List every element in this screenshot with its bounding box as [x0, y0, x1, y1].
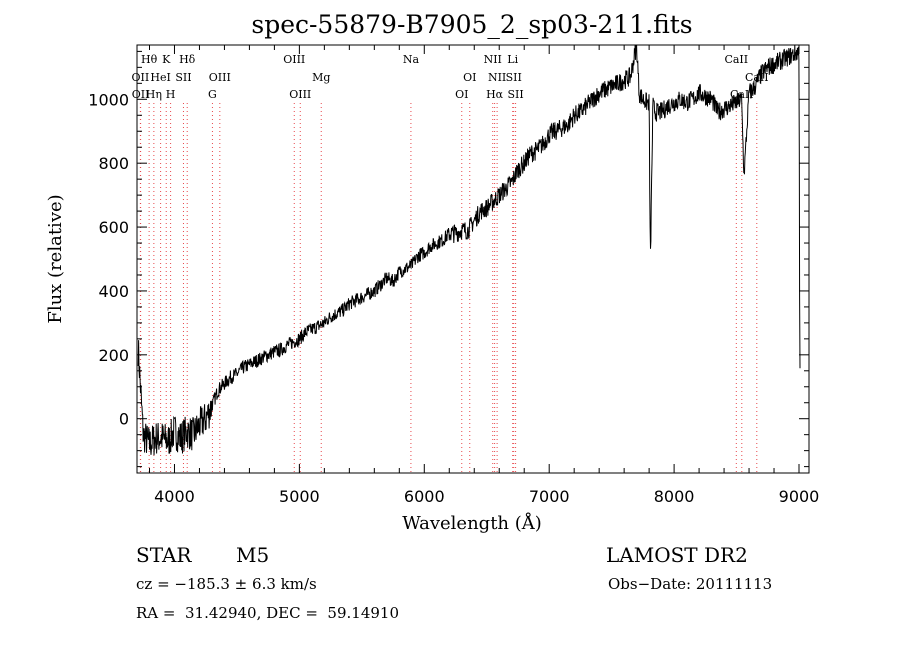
line-marker-label: OIII [283, 53, 305, 66]
object-type: STAR [136, 543, 192, 567]
line-marker-label: SII [507, 88, 523, 101]
redshift-velocity: cz = −185.3 ± 6.3 km/s [136, 575, 317, 593]
spectral-subclass: M5 [236, 543, 270, 567]
line-marker-label: Mg [312, 71, 330, 84]
y-tick-label: 600 [98, 218, 129, 237]
line-marker-label: SII [175, 71, 191, 84]
line-marker-label: OII [132, 71, 150, 84]
line-marker-label: OI [455, 88, 468, 101]
observation-date: Obs−Date: 20111113 [608, 575, 773, 593]
line-marker-label: K [162, 53, 171, 66]
line-marker-label: NII [488, 71, 506, 84]
x-tick-label: 5000 [279, 487, 320, 506]
survey-name: LAMOST DR2 [606, 543, 748, 567]
line-marker-label: OIII [209, 71, 231, 84]
x-tick-label: 7000 [529, 487, 570, 506]
x-tick-label: 6000 [404, 487, 445, 506]
line-marker-label: HeI [150, 71, 170, 84]
y-tick-label: 200 [98, 346, 129, 365]
line-marker-label: CaII [724, 53, 748, 66]
y-axis-label: Flux (relative) [45, 194, 66, 323]
y-axis: 0 200 400 600 800 1000 [88, 50, 809, 468]
chart-title: spec-55879-B7905_2_sp03-211.fits [251, 10, 692, 39]
line-marker-label: OIII [289, 88, 311, 101]
x-tick-label: 9000 [779, 487, 820, 506]
line-marker-label: Hη [146, 88, 162, 101]
line-marker-label: H [166, 88, 176, 101]
line-marker-label: OI [463, 71, 476, 84]
line-marker-label: Hα [486, 88, 504, 101]
line-marker-label: SII [506, 71, 522, 84]
coordinates: RA = 31.42940, DEC = 59.14910 [136, 604, 400, 622]
line-marker-label: OII [132, 88, 150, 101]
y-tick-label: 0 [119, 410, 129, 429]
y-tick-label: 400 [98, 282, 129, 301]
x-tick-label: 8000 [654, 487, 695, 506]
line-marker-label: G [208, 88, 217, 101]
y-tick-label: 800 [98, 154, 129, 173]
y-tick-label: 1000 [88, 90, 129, 109]
line-markers [139, 103, 758, 473]
line-marker-label: Hδ [179, 53, 196, 66]
line-marker-label: Li [507, 53, 518, 66]
line-marker-label: NII [484, 53, 502, 66]
x-axis-label: Wavelength (Å) [402, 512, 542, 534]
plot-frame [136, 44, 810, 474]
spectrum-line [137, 44, 801, 456]
line-marker-label: Hθ [141, 53, 158, 66]
x-tick-label: 4000 [154, 487, 195, 506]
line-marker-label: Na [403, 53, 420, 66]
x-axis: 4000 5000 6000 7000 8000 9000 [148, 45, 820, 506]
